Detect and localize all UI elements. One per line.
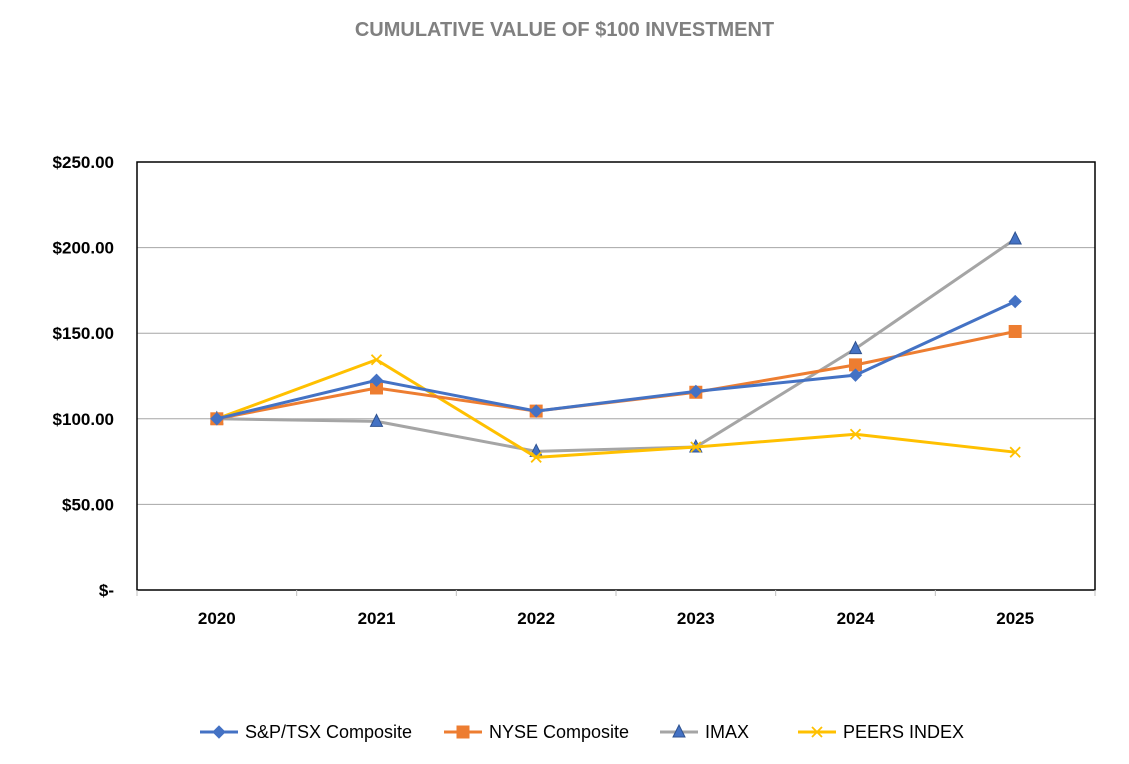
data-point [370,354,383,366]
data-point [210,412,224,426]
x-axis: 2020 2021 2022 2023 2024 2025 [136,590,1096,628]
legend-label: S&P/TSX Composite [245,722,412,742]
data-point [690,441,702,453]
x-tick-label: 2023 [677,609,715,628]
data-point [369,373,384,387]
data-point [1009,446,1021,458]
series-lines [210,230,1022,463]
legend-item: IMAX [660,722,749,742]
chart-title: CUMULATIVE VALUE OF $100 INVESTMENT [354,19,775,41]
x-tick-label: 2021 [358,609,396,628]
data-point [848,368,863,382]
plot-area-frame [136,161,1096,591]
data-point [369,413,384,427]
series-imax [210,230,1022,457]
legend-marker [811,726,823,738]
legend-marker [672,723,686,738]
y-tick-label: $50.00 [62,495,114,514]
series-s-p-tsx-composite [210,294,1022,426]
series-line [216,358,1016,459]
data-point [849,428,862,440]
x-tick-label: 2025 [996,609,1034,628]
data-point [530,451,542,463]
legend: S&P/TSX Composite NYSE Composite IMAX PEERS… [200,722,964,742]
data-point [1008,324,1022,338]
series-line [216,237,1017,453]
legend-label: IMAX [705,722,749,742]
legend-item: NYSE Composite [444,722,629,742]
series-peers-index [211,354,1021,463]
x-tick-label: 2022 [517,609,555,628]
data-point [529,404,543,418]
legend-label: NYSE Composite [489,722,629,742]
data-point [848,340,863,355]
y-tick-label: $100.00 [53,410,114,429]
data-point [1008,294,1022,309]
legend-item: PEERS INDEX [798,722,964,742]
y-tick-label: $250.00 [53,153,114,172]
legend-marker [456,725,470,739]
legend-item: S&P/TSX Composite [200,722,412,742]
y-tick-label: $150.00 [53,324,114,343]
gridlines [137,247,1095,505]
data-point [689,384,703,399]
series-line [216,300,1016,421]
y-tick-label: $200.00 [53,239,114,258]
x-tick-label: 2024 [837,609,875,628]
data-point [1008,230,1022,245]
y-axis: $- $50.00 $100.00 $150.00 $200.00 $250.00 [53,153,114,600]
legend-label: PEERS INDEX [843,722,964,742]
x-tick-label: 2020 [198,609,236,628]
legend-marker [212,725,226,739]
y-tick-label: $- [99,581,114,600]
